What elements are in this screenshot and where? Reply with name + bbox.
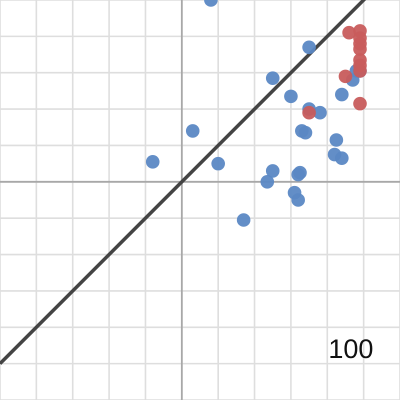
data-point-series-1: [236, 213, 251, 227]
data-point-series-1: [185, 124, 200, 138]
reference-line: [0, 0, 367, 365]
tick-label: 100: [328, 334, 373, 364]
data-point-series-1: [265, 71, 280, 85]
data-point-series-1: [295, 124, 309, 138]
data-point-series-1: [291, 167, 305, 182]
data-point-series-2: [342, 25, 356, 40]
data-point-series-2: [353, 96, 367, 111]
tick-labels: 100: [328, 334, 373, 364]
data-point-series-2: [353, 42, 367, 56]
data-point-series-1: [284, 89, 298, 104]
data-point-series-2: [353, 64, 367, 78]
reference-line-group: [0, 0, 367, 365]
data-point-series-1: [335, 87, 349, 102]
data-point-series-1: [313, 105, 327, 120]
data-point-series-2: [302, 105, 316, 120]
data-point-series-1: [145, 155, 160, 169]
data-point-series-1: [211, 156, 225, 171]
data-point-series-1: [260, 175, 275, 189]
data-points: [145, 0, 367, 227]
data-point-series-1: [302, 40, 316, 55]
data-point-series-1: [335, 151, 349, 165]
data-point-series-1: [329, 133, 344, 147]
data-point-series-1: [204, 0, 218, 7]
data-point-series-1: [265, 164, 280, 178]
data-point-series-2: [338, 69, 353, 84]
data-point-series-1: [291, 193, 305, 207]
